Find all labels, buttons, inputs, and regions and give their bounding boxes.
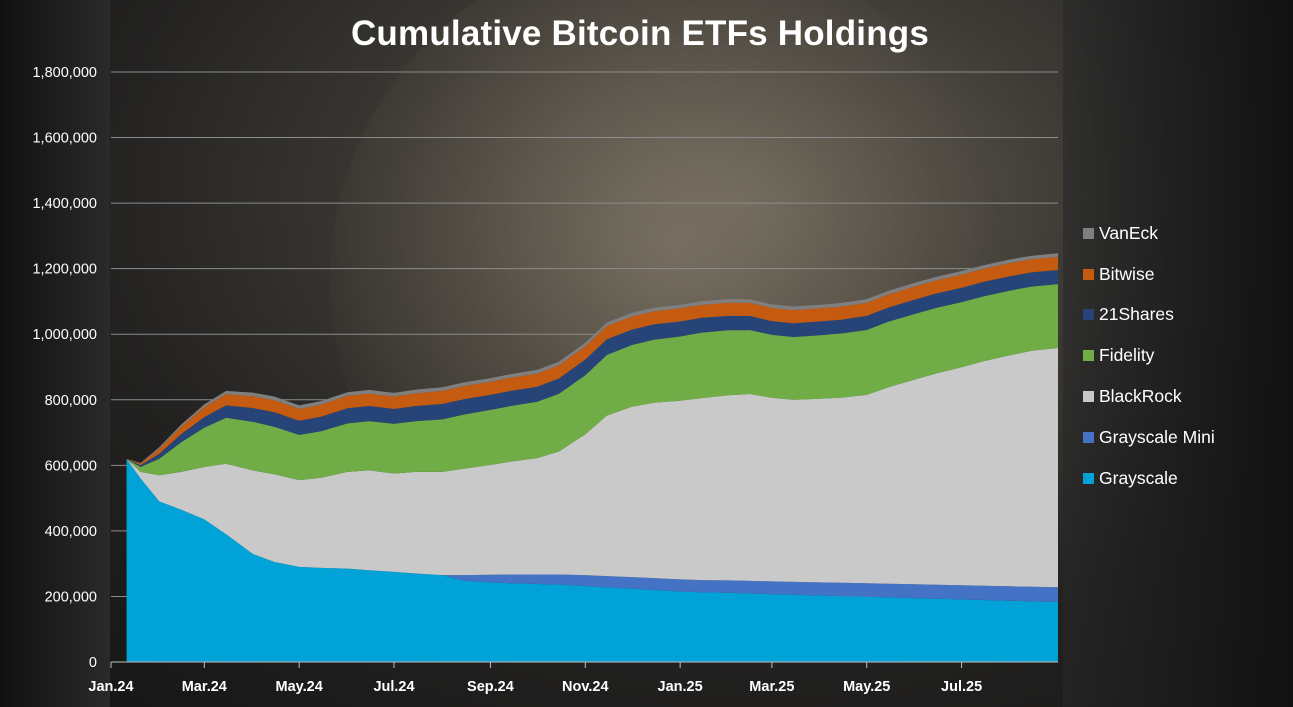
y-tick-label: 1,200,000 (32, 262, 97, 278)
x-tick-label: Jul.25 (941, 679, 982, 695)
legend-swatch (1083, 268, 1094, 280)
y-tick-label: 1,400,000 (32, 196, 97, 212)
legend-swatch (1083, 350, 1094, 362)
x-tick-label: Jan.24 (88, 679, 133, 695)
x-tick-label: Mar.25 (749, 679, 794, 695)
legend-item-blackrock: BlackRock (1083, 376, 1215, 417)
y-tick-label: 200,000 (45, 589, 97, 605)
series-area-grayscale (126, 459, 1059, 662)
background-pillar-left (0, 0, 110, 707)
legend-item-bitwise: Bitwise (1083, 254, 1215, 295)
legend-label: 21Shares (1099, 304, 1174, 325)
series-area-grayscale-mini (126, 459, 1059, 602)
legend-swatch (1083, 309, 1094, 321)
x-tick-label: Mar.24 (182, 679, 227, 695)
x-tick-label: Jul.24 (373, 679, 414, 695)
y-tick-label: 800,000 (45, 393, 97, 409)
y-tick-label: 1,600,000 (32, 131, 97, 147)
x-tick-label: Sep.24 (467, 679, 514, 695)
background-pillar-right (1063, 0, 1293, 707)
legend-label: VanEck (1099, 222, 1159, 243)
legend-swatch (1083, 431, 1094, 443)
legend-label: BlackRock (1099, 386, 1182, 407)
legend-item-vaneck: VanEck (1083, 213, 1215, 254)
series-area-blackrock (126, 348, 1059, 588)
x-tick-label: Jan.25 (658, 679, 703, 695)
x-tick-label: May.24 (276, 679, 323, 695)
y-tick-label: 1,000,000 (32, 327, 97, 343)
x-tick-label: May.25 (843, 679, 890, 695)
series-area-bitwise (126, 256, 1059, 466)
legend-label: Bitwise (1099, 263, 1155, 284)
legend-label: Grayscale Mini (1099, 426, 1215, 447)
legend-label: Fidelity (1099, 345, 1155, 366)
chart-legend: VanEck Bitwise 21Shares Fidelity BlackRock Gr… (1083, 213, 1215, 499)
y-tick-label: 1,800,000 (32, 65, 97, 81)
series-area-21shares (126, 270, 1059, 467)
series-area-fidelity (126, 284, 1059, 481)
legend-item-21shares: 21Shares (1083, 295, 1215, 336)
legend-item-grayscale-mini: Grayscale Mini (1083, 417, 1215, 458)
series-area-vaneck (126, 253, 1059, 464)
legend-item-fidelity: Fidelity (1083, 335, 1215, 376)
legend-swatch (1083, 472, 1094, 484)
x-tick-label: Nov.24 (562, 679, 608, 695)
y-tick-label: 400,000 (45, 524, 97, 540)
legend-swatch (1083, 391, 1094, 403)
y-tick-label: 0 (89, 655, 97, 671)
legend-swatch (1083, 227, 1094, 239)
legend-label: Grayscale (1099, 467, 1178, 488)
legend-item-grayscale: Grayscale (1083, 458, 1215, 499)
chart-title: Cumulative Bitcoin ETFs Holdings (350, 14, 930, 53)
y-tick-label: 600,000 (45, 458, 97, 474)
